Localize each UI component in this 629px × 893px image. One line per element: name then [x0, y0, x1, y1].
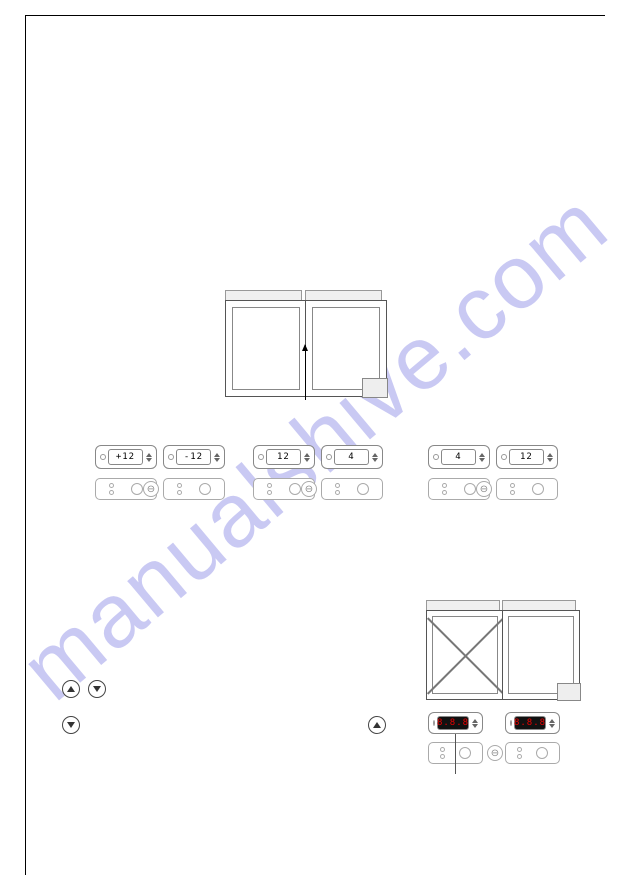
compartment-right [305, 300, 387, 397]
divider-arrow [305, 345, 306, 400]
digital-screen: 8.8.8 [437, 716, 469, 730]
compartment-left-inner [232, 307, 300, 390]
connector-2: ⊖ [301, 481, 317, 497]
arrow-up-icon [62, 680, 80, 698]
panel-8 [505, 742, 560, 764]
led-icon [100, 454, 106, 460]
control-box-2 [557, 683, 581, 701]
connector-3: ⊖ [476, 481, 492, 497]
led-icon [433, 454, 439, 460]
digital-screen: 8.8.8 [514, 716, 546, 730]
compartment-right-2 [502, 610, 580, 700]
led-icon [258, 454, 264, 460]
screen: 4 [441, 449, 476, 465]
arrow-buttons [472, 719, 478, 728]
x-mark-icon [427, 611, 503, 699]
arrow-buttons [304, 453, 310, 462]
digital-display-2: 8.8.8 [505, 712, 560, 734]
arrow-buttons [549, 719, 555, 728]
connector-1: ⊖ [143, 481, 159, 497]
panel-2 [163, 478, 225, 500]
display-3: 12 [253, 445, 315, 469]
arrow-buttons [214, 453, 220, 462]
led-icon [433, 720, 435, 726]
arrow-buttons [547, 453, 553, 462]
screen: -12 [176, 449, 211, 465]
led-icon [510, 720, 512, 726]
indicator-line [455, 734, 456, 774]
screen: 12 [266, 449, 301, 465]
display-4: 4 [321, 445, 383, 469]
arrow-buttons [372, 453, 378, 462]
led-icon [501, 454, 507, 460]
compartment-left [225, 300, 307, 397]
screen: 4 [334, 449, 369, 465]
led-icon [326, 454, 332, 460]
arrow-up-icon-2 [368, 716, 386, 734]
arrow-buttons [479, 453, 485, 462]
compartment-x [426, 610, 504, 700]
arrow-down-icon [88, 680, 106, 698]
screen: 12 [509, 449, 544, 465]
connector-4: ⊖ [487, 745, 503, 761]
digital-display-1: 8.8.8 [428, 712, 483, 734]
arrow-down-icon-2 [62, 716, 80, 734]
panel-6 [496, 478, 558, 500]
screen: +12 [108, 449, 143, 465]
display-1: +12 [95, 445, 157, 469]
display-6: 12 [496, 445, 558, 469]
display-2: -12 [163, 445, 225, 469]
display-5: 4 [428, 445, 490, 469]
panel-4 [321, 478, 383, 500]
led-icon [168, 454, 174, 460]
control-box [362, 378, 388, 398]
arrow-buttons [146, 453, 152, 462]
